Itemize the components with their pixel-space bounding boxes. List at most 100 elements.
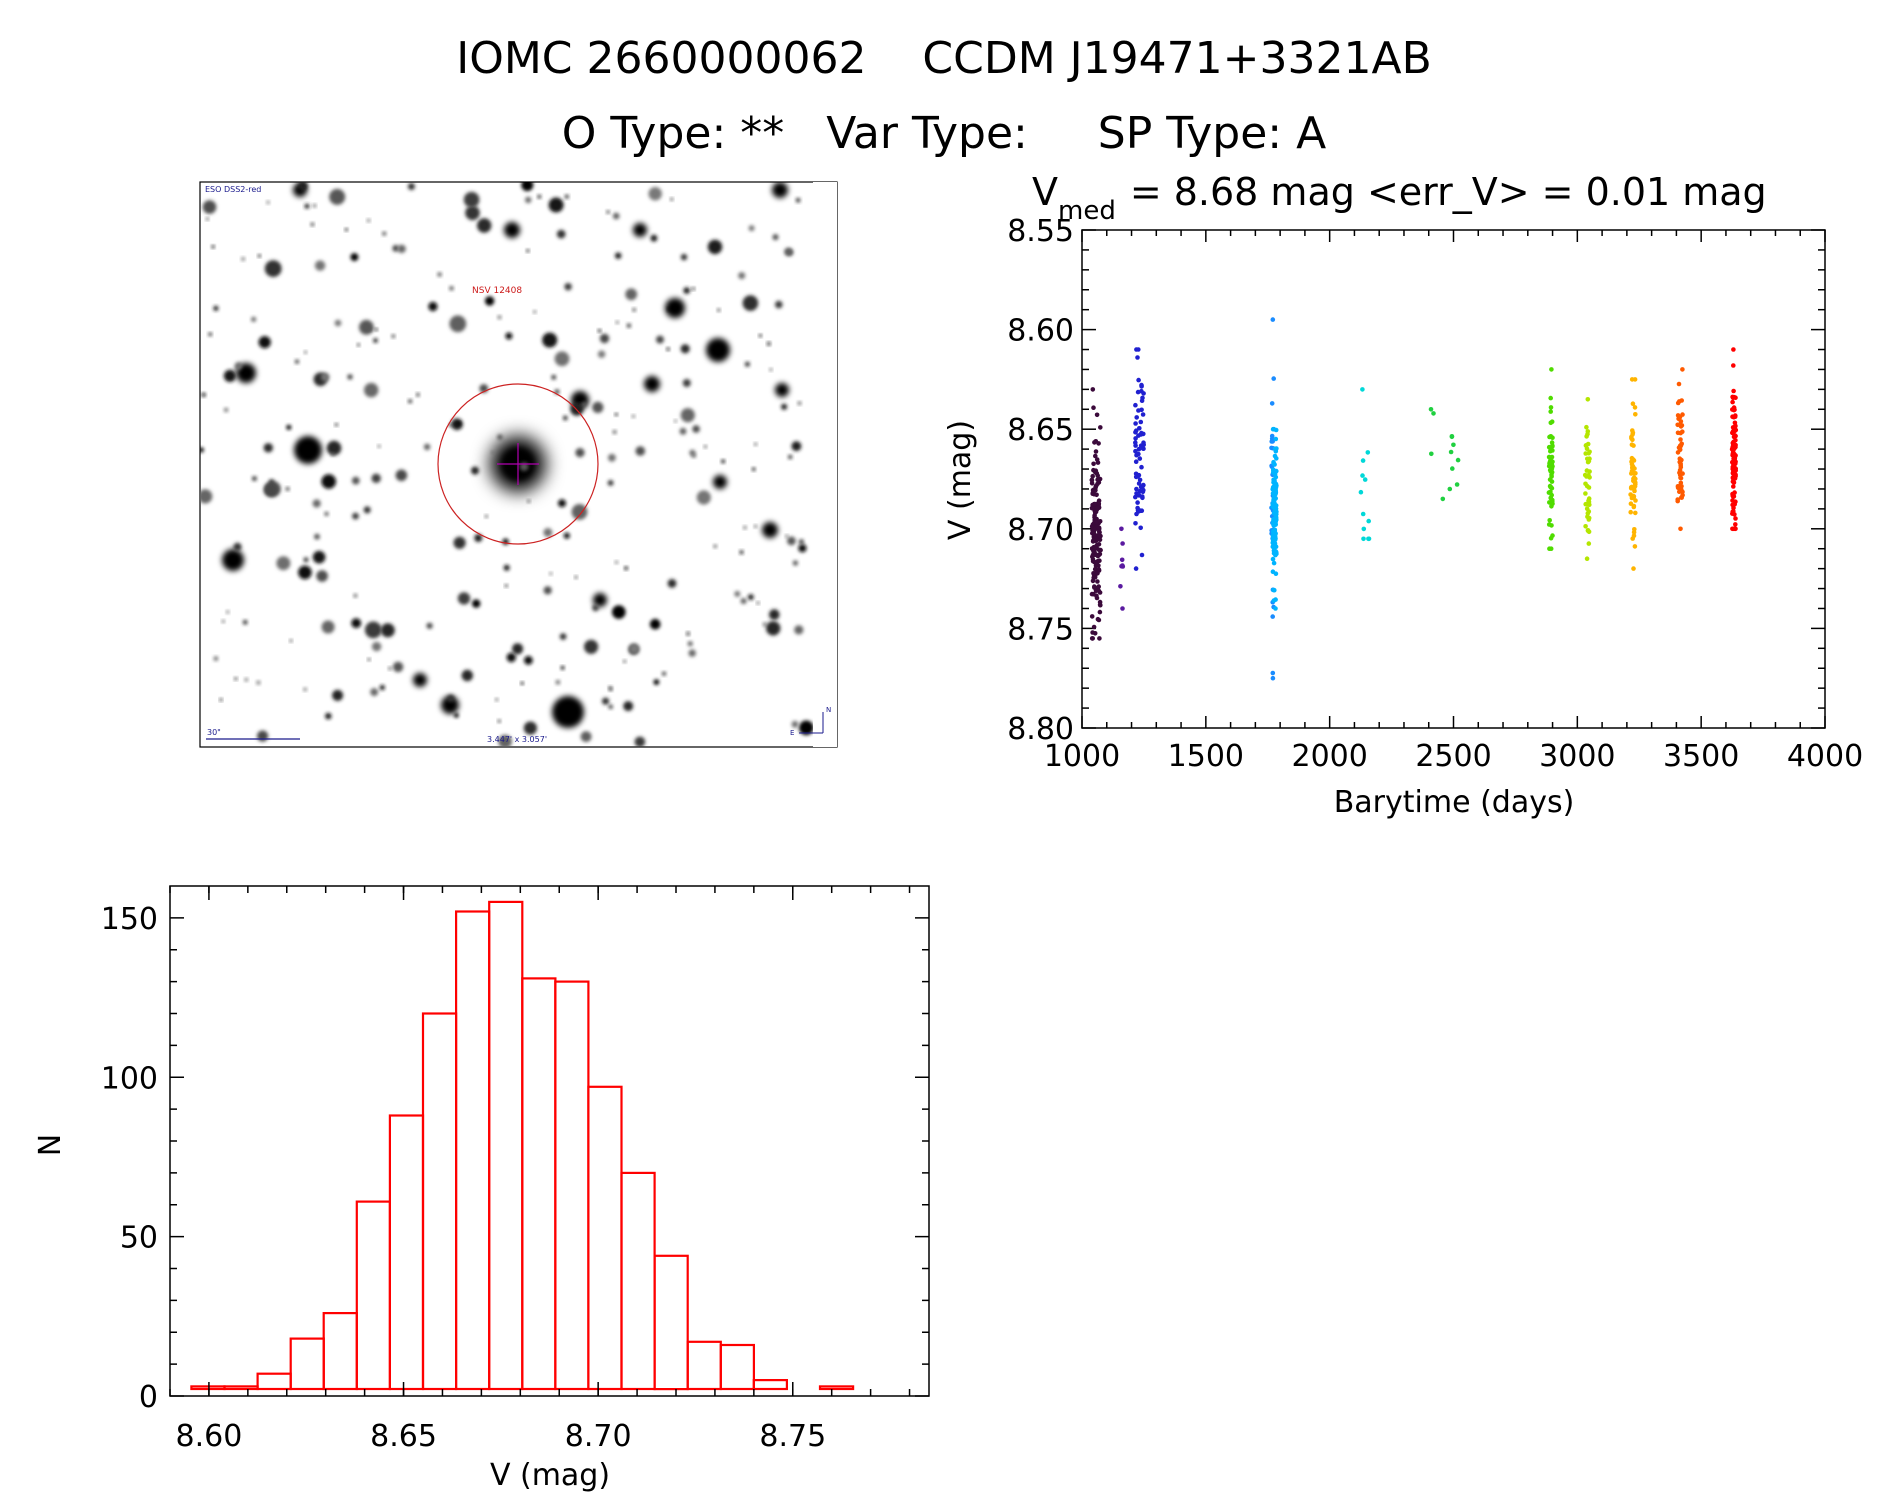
lc-point (1631, 503, 1637, 509)
finder-star (691, 287, 695, 291)
lc-point (1731, 405, 1737, 410)
finder-star (498, 734, 512, 747)
lc-point (1133, 459, 1139, 465)
finder-star (614, 560, 619, 564)
lc-point (1360, 387, 1365, 392)
lc-point (1585, 431, 1590, 437)
finder-star (472, 599, 481, 608)
histogram-bar (521, 977, 557, 1391)
finder-star (257, 254, 261, 258)
lc-point (1547, 518, 1552, 523)
lightcurve-xlabel: Barytime (days) (1334, 785, 1575, 820)
finder-star (397, 244, 406, 253)
finder-star (580, 731, 592, 742)
finder-star (449, 423, 453, 427)
lc-point (1133, 521, 1138, 526)
finder-star (635, 446, 646, 456)
lightcurve-frame (1081, 229, 1826, 729)
lc-point (1731, 347, 1736, 352)
finder-star (454, 713, 459, 718)
lc-point (1136, 446, 1142, 452)
finder-star (717, 308, 721, 312)
lc-point (1270, 317, 1276, 322)
finder-star (506, 652, 516, 663)
finder-star (334, 423, 338, 427)
finder-star (742, 295, 759, 311)
finder-star (437, 272, 442, 277)
finder-star (364, 621, 382, 639)
lc-point (1630, 457, 1636, 462)
finder-star (526, 249, 530, 253)
finder-star (787, 536, 796, 546)
finder-star (748, 225, 755, 232)
lc-point (1098, 425, 1103, 430)
finder-star (680, 344, 690, 354)
finder-star (314, 260, 326, 271)
lc-point (1583, 524, 1588, 529)
lc-point (1098, 602, 1103, 608)
finder-star (484, 514, 488, 518)
finder-star (325, 712, 332, 720)
histogram-bar (421, 1012, 458, 1391)
finder-star (303, 557, 309, 563)
finder-star (256, 680, 261, 685)
lightcurve-title-rest: = 8.68 mag <err_V> = 0.01 mag (1130, 170, 1767, 214)
lightcurve-title: Vmed = 8.68 mag <err_V> = 0.01 mag (1032, 170, 1767, 226)
lc-point (1271, 560, 1277, 566)
lc-point (1431, 411, 1436, 416)
lc-point (1091, 624, 1097, 630)
lightcurve-points (1089, 317, 1739, 681)
lc-point (1136, 509, 1141, 514)
finder-star (505, 332, 513, 340)
finder-star (562, 415, 568, 421)
finder-star (667, 307, 671, 311)
finder-star (286, 424, 292, 430)
lc-point (1454, 482, 1460, 487)
finder-star (680, 253, 688, 261)
finder-star (441, 696, 459, 714)
finder-star (762, 622, 767, 627)
lc-point (1547, 477, 1553, 482)
finder-star (310, 222, 315, 227)
finder-star (503, 564, 510, 571)
finder-star (608, 453, 616, 462)
lc-point (1139, 407, 1144, 413)
lc-point (1092, 440, 1097, 445)
lc-point (1273, 519, 1278, 524)
lc-point (1093, 487, 1098, 493)
finder-star (266, 200, 270, 204)
lc-point (1732, 427, 1737, 433)
finder-star (523, 721, 538, 735)
lc-point (1584, 556, 1590, 561)
lc-point (1091, 571, 1096, 576)
lc-point (1273, 427, 1279, 433)
lc-point (1732, 501, 1737, 507)
finder-star (533, 310, 537, 314)
finder-star (312, 204, 317, 208)
lc-point (1138, 443, 1144, 449)
lc-point (1585, 514, 1590, 520)
finder-star (775, 300, 783, 309)
finder-star (631, 414, 636, 418)
finder-star (795, 197, 801, 203)
finder-star (370, 688, 379, 697)
lc-xtick-label: 2500 (1415, 739, 1491, 774)
lc-point (1090, 387, 1096, 392)
lc-point (1360, 458, 1366, 463)
finder-star (788, 454, 793, 460)
histogram-ticks: 8.60 8.65 8.70 8.75 0 50 100 150 (101, 886, 929, 1454)
lc-point (1089, 505, 1095, 511)
lc-point (1733, 522, 1738, 527)
lc-point (1548, 409, 1553, 414)
lc-point (1732, 460, 1738, 465)
lc-point (1731, 505, 1736, 511)
finder-star (241, 257, 246, 261)
lc-point (1133, 421, 1138, 426)
histogram-bar (554, 980, 590, 1391)
finder-star (350, 253, 359, 262)
lc-point (1273, 606, 1278, 611)
lc-point (1097, 609, 1103, 615)
lc-point (1093, 509, 1099, 514)
hist-ytick-label: 50 (120, 1221, 158, 1256)
finder-star (633, 223, 647, 237)
